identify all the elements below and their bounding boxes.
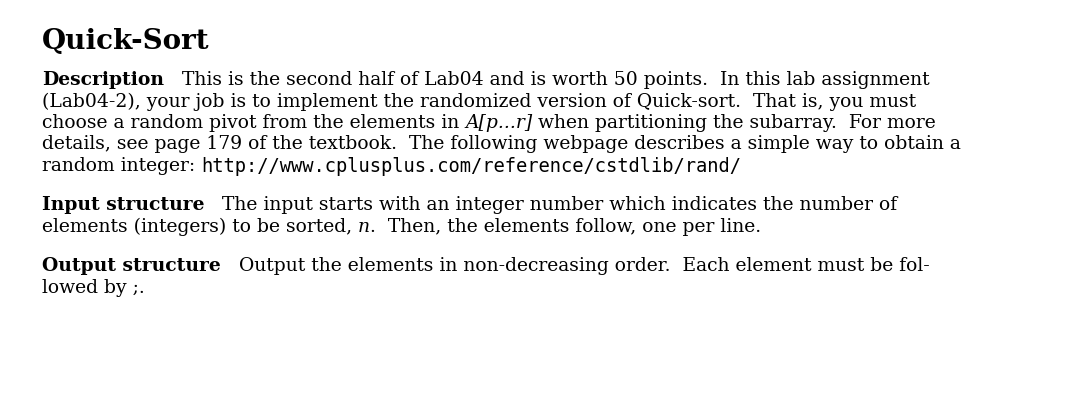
Text: This is the second half of Lab04 and is worth 50 points.  In this lab assignment: This is the second half of Lab04 and is …	[164, 71, 929, 89]
Text: The input starts with an integer number which indicates the number of: The input starts with an integer number …	[204, 196, 898, 214]
Text: elements (integers) to be sorted,: elements (integers) to be sorted,	[42, 218, 358, 236]
Text: Quick-Sort: Quick-Sort	[42, 28, 210, 55]
Text: (Lab04-2), your job is to implement the randomized version of Quick-sort.  That : (Lab04-2), your job is to implement the …	[42, 92, 916, 111]
Text: details, see page 179 of the textbook.  The following webpage describes a simple: details, see page 179 of the textbook. T…	[42, 135, 961, 153]
Text: Input structure: Input structure	[42, 196, 204, 214]
Text: n: n	[358, 218, 370, 236]
Text: Description: Description	[42, 71, 164, 89]
Text: when partitioning the subarray.  For more: when partitioning the subarray. For more	[532, 114, 936, 132]
Text: Output the elements in non-decreasing order.  Each element must be fol-: Output the elements in non-decreasing or…	[221, 257, 929, 275]
Text: .  Then, the elements follow, one per line.: . Then, the elements follow, one per lin…	[370, 218, 762, 236]
Text: random integer:: random integer:	[42, 157, 201, 175]
Text: A[p...r]: A[p...r]	[465, 114, 532, 132]
Text: http://www.cplusplus.com/reference/cstdlib/rand/: http://www.cplusplus.com/reference/cstdl…	[201, 157, 741, 176]
Text: choose a random pivot from the elements in: choose a random pivot from the elements …	[42, 114, 465, 132]
Text: lowed by ;.: lowed by ;.	[42, 279, 145, 297]
Text: Output structure: Output structure	[42, 257, 221, 275]
